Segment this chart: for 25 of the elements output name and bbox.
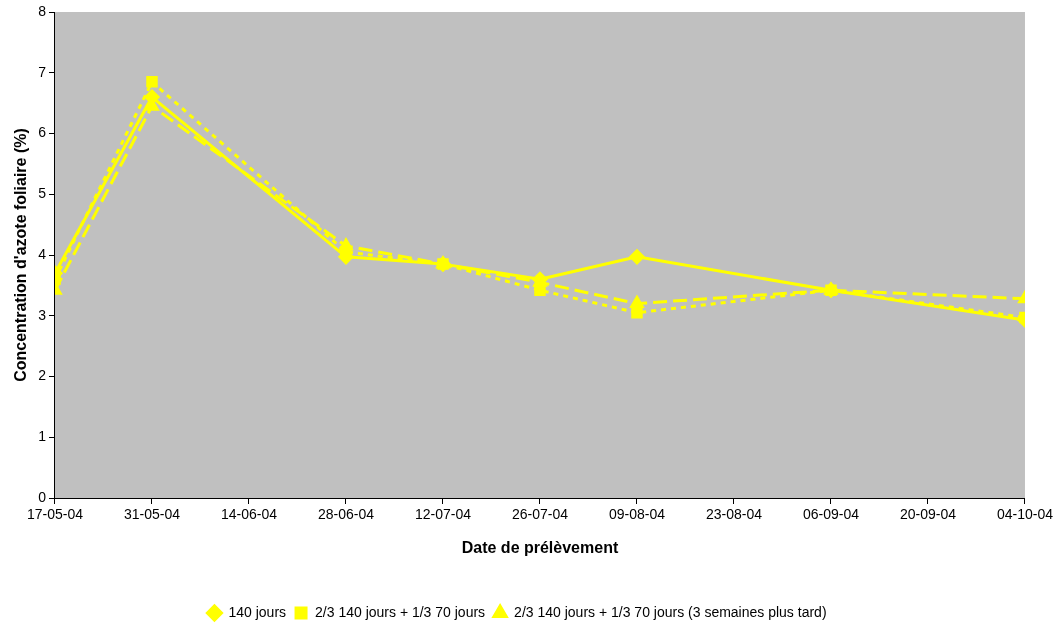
- x-tick-label: 31-05-04: [123, 506, 181, 523]
- y-tick-label: 4: [38, 245, 47, 262]
- x-tick-label: 06-09-04: [802, 506, 860, 523]
- y-tick-label: 1: [38, 428, 47, 445]
- y-tick-label: 3: [38, 306, 47, 323]
- legend-label: 2/3 140 jours + 1/3 70 jours (3 semaines plus tard): [514, 603, 827, 620]
- x-tick-label: 23-08-04: [705, 506, 763, 523]
- x-tick-label: 14-06-04: [220, 506, 278, 523]
- x-tick-label: 20-09-04: [899, 506, 957, 523]
- legend-label: 2/3 140 jours + 1/3 70 jours: [315, 603, 486, 620]
- y-tick-label: 0: [38, 488, 47, 505]
- x-tick-label: 12-07-04: [414, 506, 472, 523]
- y-tick-label: 6: [38, 124, 47, 141]
- y-tick-label: 8: [38, 2, 47, 19]
- x-tick-label: 17-05-04: [26, 506, 84, 523]
- y-axis-title: Concentration d'azote foliaire (%): [12, 128, 30, 382]
- y-tick-label: 7: [38, 63, 47, 80]
- y-tick-label: 5: [38, 185, 47, 202]
- x-tick-label: 04-10-04: [996, 506, 1054, 523]
- legend-label: 140 jours: [228, 603, 287, 620]
- y-tick-label: 2: [38, 367, 47, 384]
- x-axis-title: Date de prélèvement: [461, 538, 619, 556]
- x-tick-label: 28-06-04: [317, 506, 375, 523]
- x-tick-label: 26-07-04: [511, 506, 569, 523]
- x-tick-label: 09-08-04: [608, 506, 666, 523]
